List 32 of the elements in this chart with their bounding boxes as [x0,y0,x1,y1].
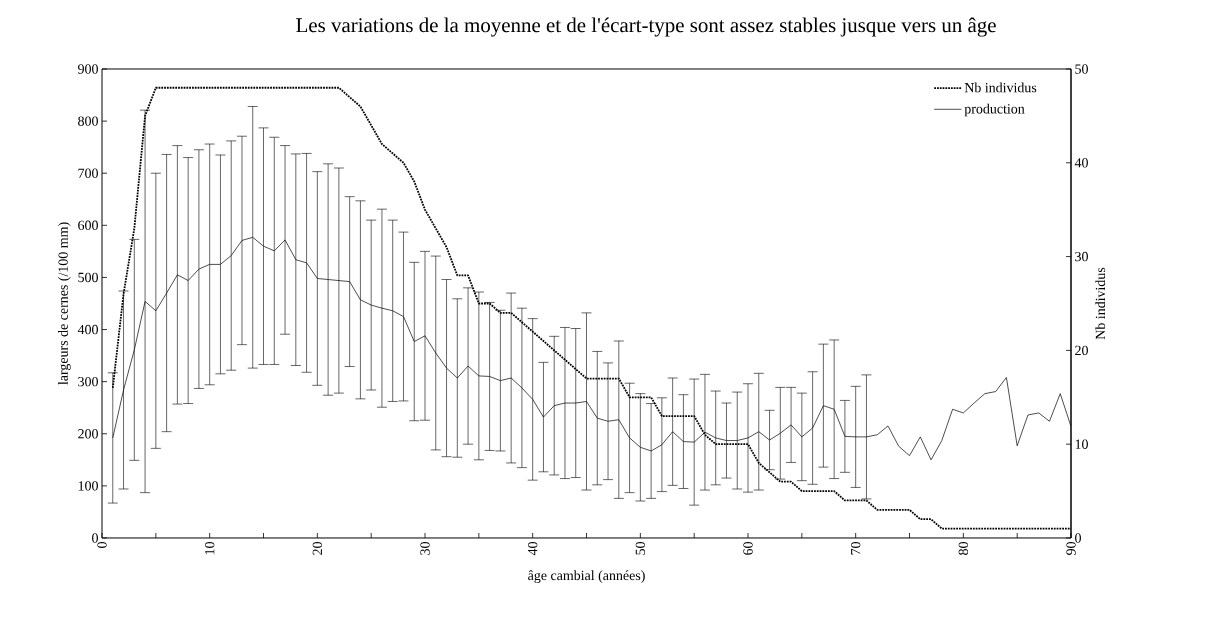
x-tick-label: 90 [1066,542,1076,555]
x-tick-label: 80 [958,542,969,555]
y2-tick-label: 30 [1075,251,1088,262]
y2-axis-title: Nb individus [1095,267,1106,340]
y2-tick-label: 40 [1074,158,1088,168]
y-tick-label: 600 [78,220,98,231]
y-tick-label: 700 [78,168,98,178]
x-axis-title: âge cambial (années) [528,570,645,584]
y-tick-label: 100 [78,481,98,491]
x-tick-label: 40 [527,542,538,556]
y2-tick-label: 50 [1075,64,1088,74]
y2-tick-label: 10 [1075,439,1088,449]
x-tick-label: 30 [420,542,430,555]
y-tick-label: 300 [78,376,98,387]
y-tick-label: 0 [92,533,98,543]
x-tick-label: 10 [204,542,215,555]
x-tick-label: 0 [97,542,107,548]
y-tick-label: 900 [78,64,98,74]
legend-label: Nb individus [964,82,1037,93]
y-tick-label: 400 [77,324,98,335]
x-tick-label: 60 [743,542,753,555]
chart-title: Les variations de la moyenne et de l'écart-type sont assez stables jusque vers un âge [296,17,996,37]
y-tick-label: 500 [78,272,98,283]
x-tick-label: 50 [635,542,646,555]
legend-label: production [964,103,1025,117]
y-axis-title: largeurs de cernes (/100 mm) [58,222,71,385]
y-tick-label: 200 [78,429,98,439]
y-tick-label: 800 [78,116,98,126]
x-tick-label: 20 [312,542,323,555]
y2-tick-label: 0 [1075,533,1081,543]
x-tick-label: 70 [850,542,861,555]
y2-tick-label: 20 [1075,345,1088,356]
